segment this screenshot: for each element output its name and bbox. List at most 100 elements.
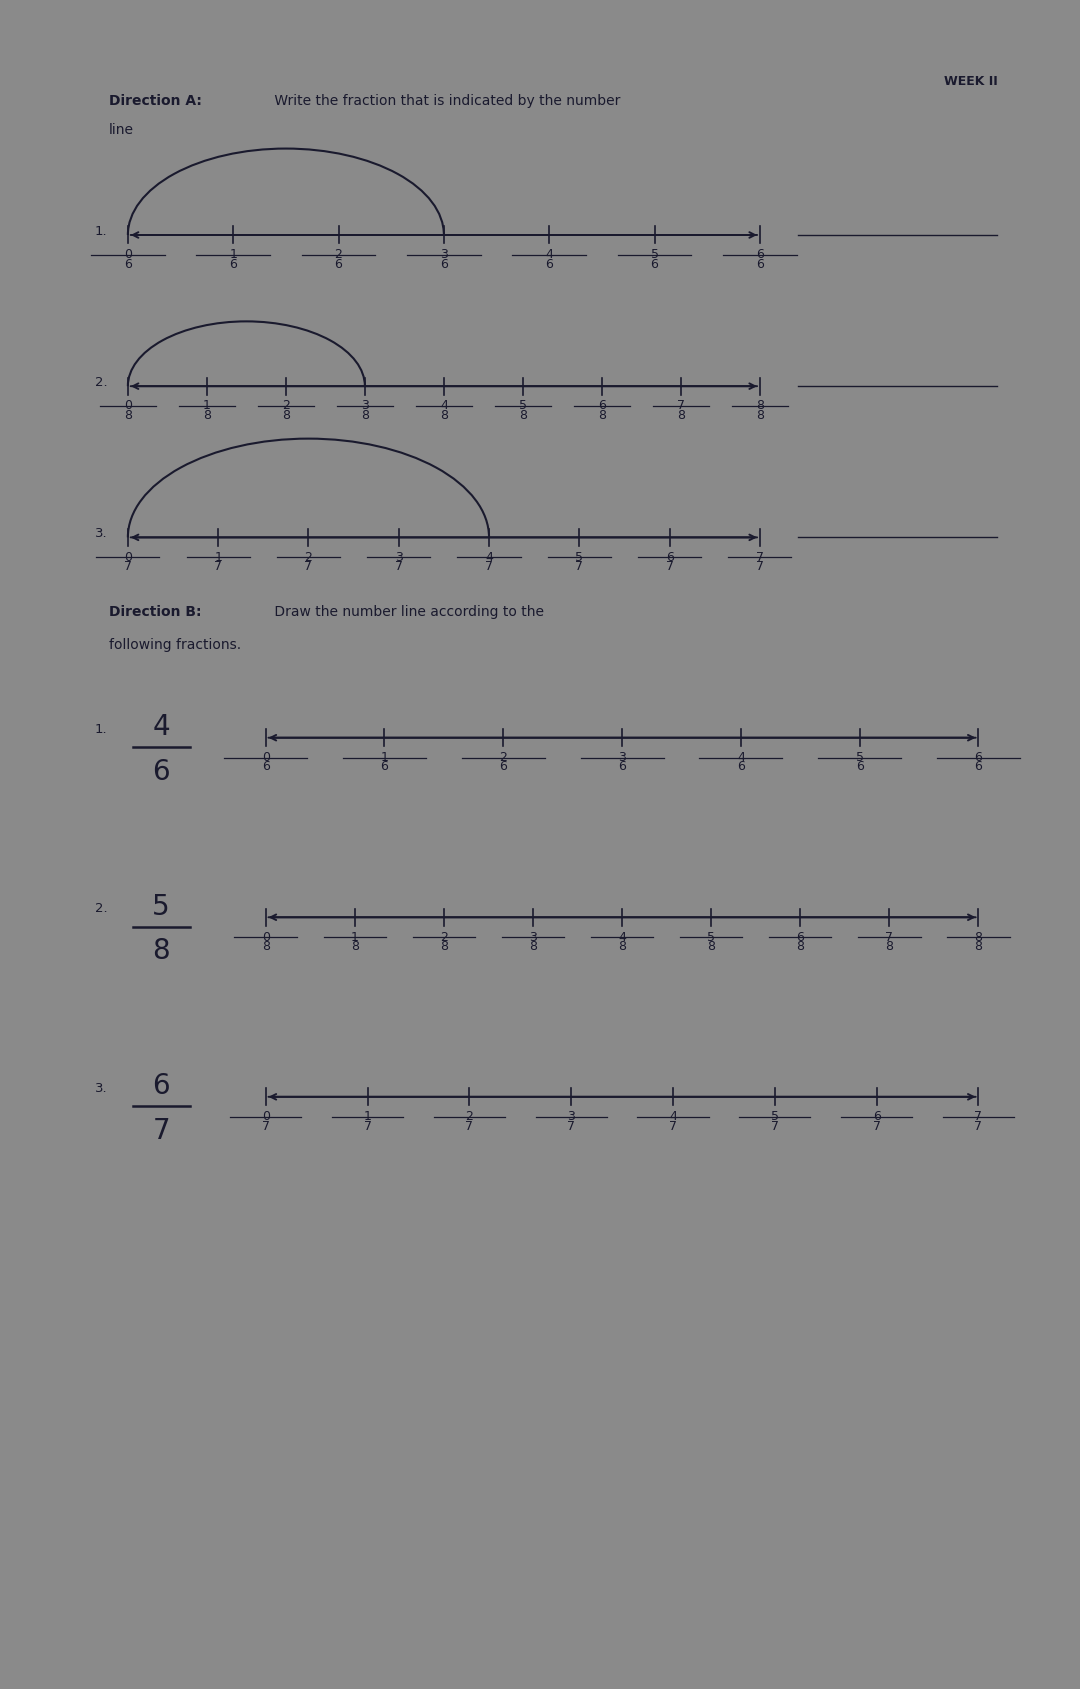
- Text: 4: 4: [545, 248, 553, 262]
- Text: 6: 6: [855, 760, 864, 774]
- Text: 7: 7: [886, 931, 893, 942]
- Text: 8: 8: [886, 939, 893, 953]
- Text: 5: 5: [707, 931, 715, 942]
- Text: 6: 6: [261, 760, 270, 774]
- Text: 8: 8: [529, 939, 537, 953]
- Text: 3.: 3.: [95, 527, 107, 540]
- Text: 6: 6: [152, 757, 170, 785]
- Text: 7: 7: [771, 1118, 779, 1132]
- Text: 7: 7: [261, 1118, 270, 1132]
- Text: 8: 8: [361, 409, 369, 422]
- Text: 3: 3: [440, 248, 448, 262]
- Text: 6: 6: [598, 399, 606, 412]
- Text: 6: 6: [229, 257, 238, 270]
- Text: 7: 7: [677, 399, 685, 412]
- Text: 7: 7: [873, 1118, 880, 1132]
- Text: 3: 3: [618, 750, 626, 763]
- Text: 8: 8: [707, 939, 715, 953]
- Text: 8: 8: [440, 409, 448, 422]
- Text: 7: 7: [576, 559, 583, 573]
- Text: 6: 6: [974, 750, 983, 763]
- Text: 7: 7: [669, 1118, 677, 1132]
- Text: 1: 1: [203, 399, 211, 412]
- Text: 5: 5: [855, 750, 864, 763]
- Text: 7: 7: [394, 559, 403, 573]
- Text: 5: 5: [576, 551, 583, 564]
- Text: 6: 6: [737, 760, 745, 774]
- Text: 6: 6: [499, 760, 508, 774]
- Text: Write the fraction that is indicated by the number: Write the fraction that is indicated by …: [270, 95, 621, 108]
- Text: 7: 7: [756, 551, 764, 564]
- Text: 3: 3: [361, 399, 368, 412]
- Text: 1.: 1.: [95, 723, 107, 735]
- Text: 4: 4: [440, 399, 448, 412]
- Text: 7: 7: [465, 1118, 473, 1132]
- Text: 8: 8: [440, 939, 448, 953]
- Text: 2: 2: [305, 551, 312, 564]
- Text: 0: 0: [261, 1110, 270, 1123]
- Text: 6: 6: [124, 257, 132, 270]
- Text: 7: 7: [567, 1118, 576, 1132]
- Text: 4: 4: [485, 551, 492, 564]
- Text: 7: 7: [214, 559, 222, 573]
- Text: 4: 4: [669, 1110, 677, 1123]
- Text: 8: 8: [598, 409, 606, 422]
- Text: 1: 1: [351, 931, 359, 942]
- Text: 6: 6: [618, 760, 626, 774]
- Text: 8: 8: [518, 409, 527, 422]
- Text: 8: 8: [974, 931, 983, 942]
- Text: 7: 7: [756, 559, 764, 573]
- Text: 8: 8: [261, 939, 270, 953]
- Text: 7: 7: [124, 559, 132, 573]
- Text: 2.: 2.: [95, 375, 107, 388]
- Text: 6: 6: [152, 1071, 170, 1100]
- Text: 7: 7: [305, 559, 312, 573]
- Text: 1: 1: [380, 750, 389, 763]
- Text: 0: 0: [124, 399, 132, 412]
- Text: 1: 1: [214, 551, 222, 564]
- Text: 8: 8: [677, 409, 685, 422]
- Text: 6: 6: [796, 931, 805, 942]
- Text: 0: 0: [261, 931, 270, 942]
- Text: 7: 7: [974, 1118, 983, 1132]
- Text: 2: 2: [465, 1110, 473, 1123]
- Text: 7: 7: [152, 1116, 170, 1143]
- Text: 7: 7: [485, 559, 494, 573]
- Text: 6: 6: [974, 760, 983, 774]
- Text: 6: 6: [380, 760, 389, 774]
- Text: 2: 2: [282, 399, 289, 412]
- Text: 0: 0: [124, 551, 132, 564]
- Text: 6: 6: [545, 257, 553, 270]
- Text: 1: 1: [364, 1110, 372, 1123]
- Text: 0: 0: [261, 750, 270, 763]
- Text: 5: 5: [152, 892, 170, 921]
- Text: 8: 8: [618, 939, 626, 953]
- Text: 6: 6: [650, 257, 659, 270]
- Text: 5: 5: [771, 1110, 779, 1123]
- Text: 3: 3: [395, 551, 403, 564]
- Text: 8: 8: [152, 937, 170, 964]
- Text: 6: 6: [756, 257, 764, 270]
- Text: 5: 5: [518, 399, 527, 412]
- Text: 3: 3: [529, 931, 537, 942]
- Text: 8: 8: [203, 409, 211, 422]
- Text: 8: 8: [282, 409, 289, 422]
- Text: 4: 4: [152, 713, 170, 741]
- Text: 4: 4: [618, 931, 626, 942]
- Text: 7: 7: [665, 559, 674, 573]
- Text: 7: 7: [364, 1118, 372, 1132]
- Text: 6: 6: [335, 257, 342, 270]
- Text: 2: 2: [440, 931, 448, 942]
- Text: 2.: 2.: [95, 902, 107, 915]
- Text: 2: 2: [335, 248, 342, 262]
- Text: 8: 8: [796, 939, 805, 953]
- Text: 6: 6: [756, 248, 764, 262]
- Text: 5: 5: [650, 248, 659, 262]
- Text: 1.: 1.: [95, 225, 107, 238]
- Text: 6: 6: [665, 551, 674, 564]
- Text: 2: 2: [499, 750, 508, 763]
- Text: 8: 8: [974, 939, 983, 953]
- Text: 3: 3: [567, 1110, 576, 1123]
- Text: 6: 6: [873, 1110, 880, 1123]
- Text: 6: 6: [440, 257, 448, 270]
